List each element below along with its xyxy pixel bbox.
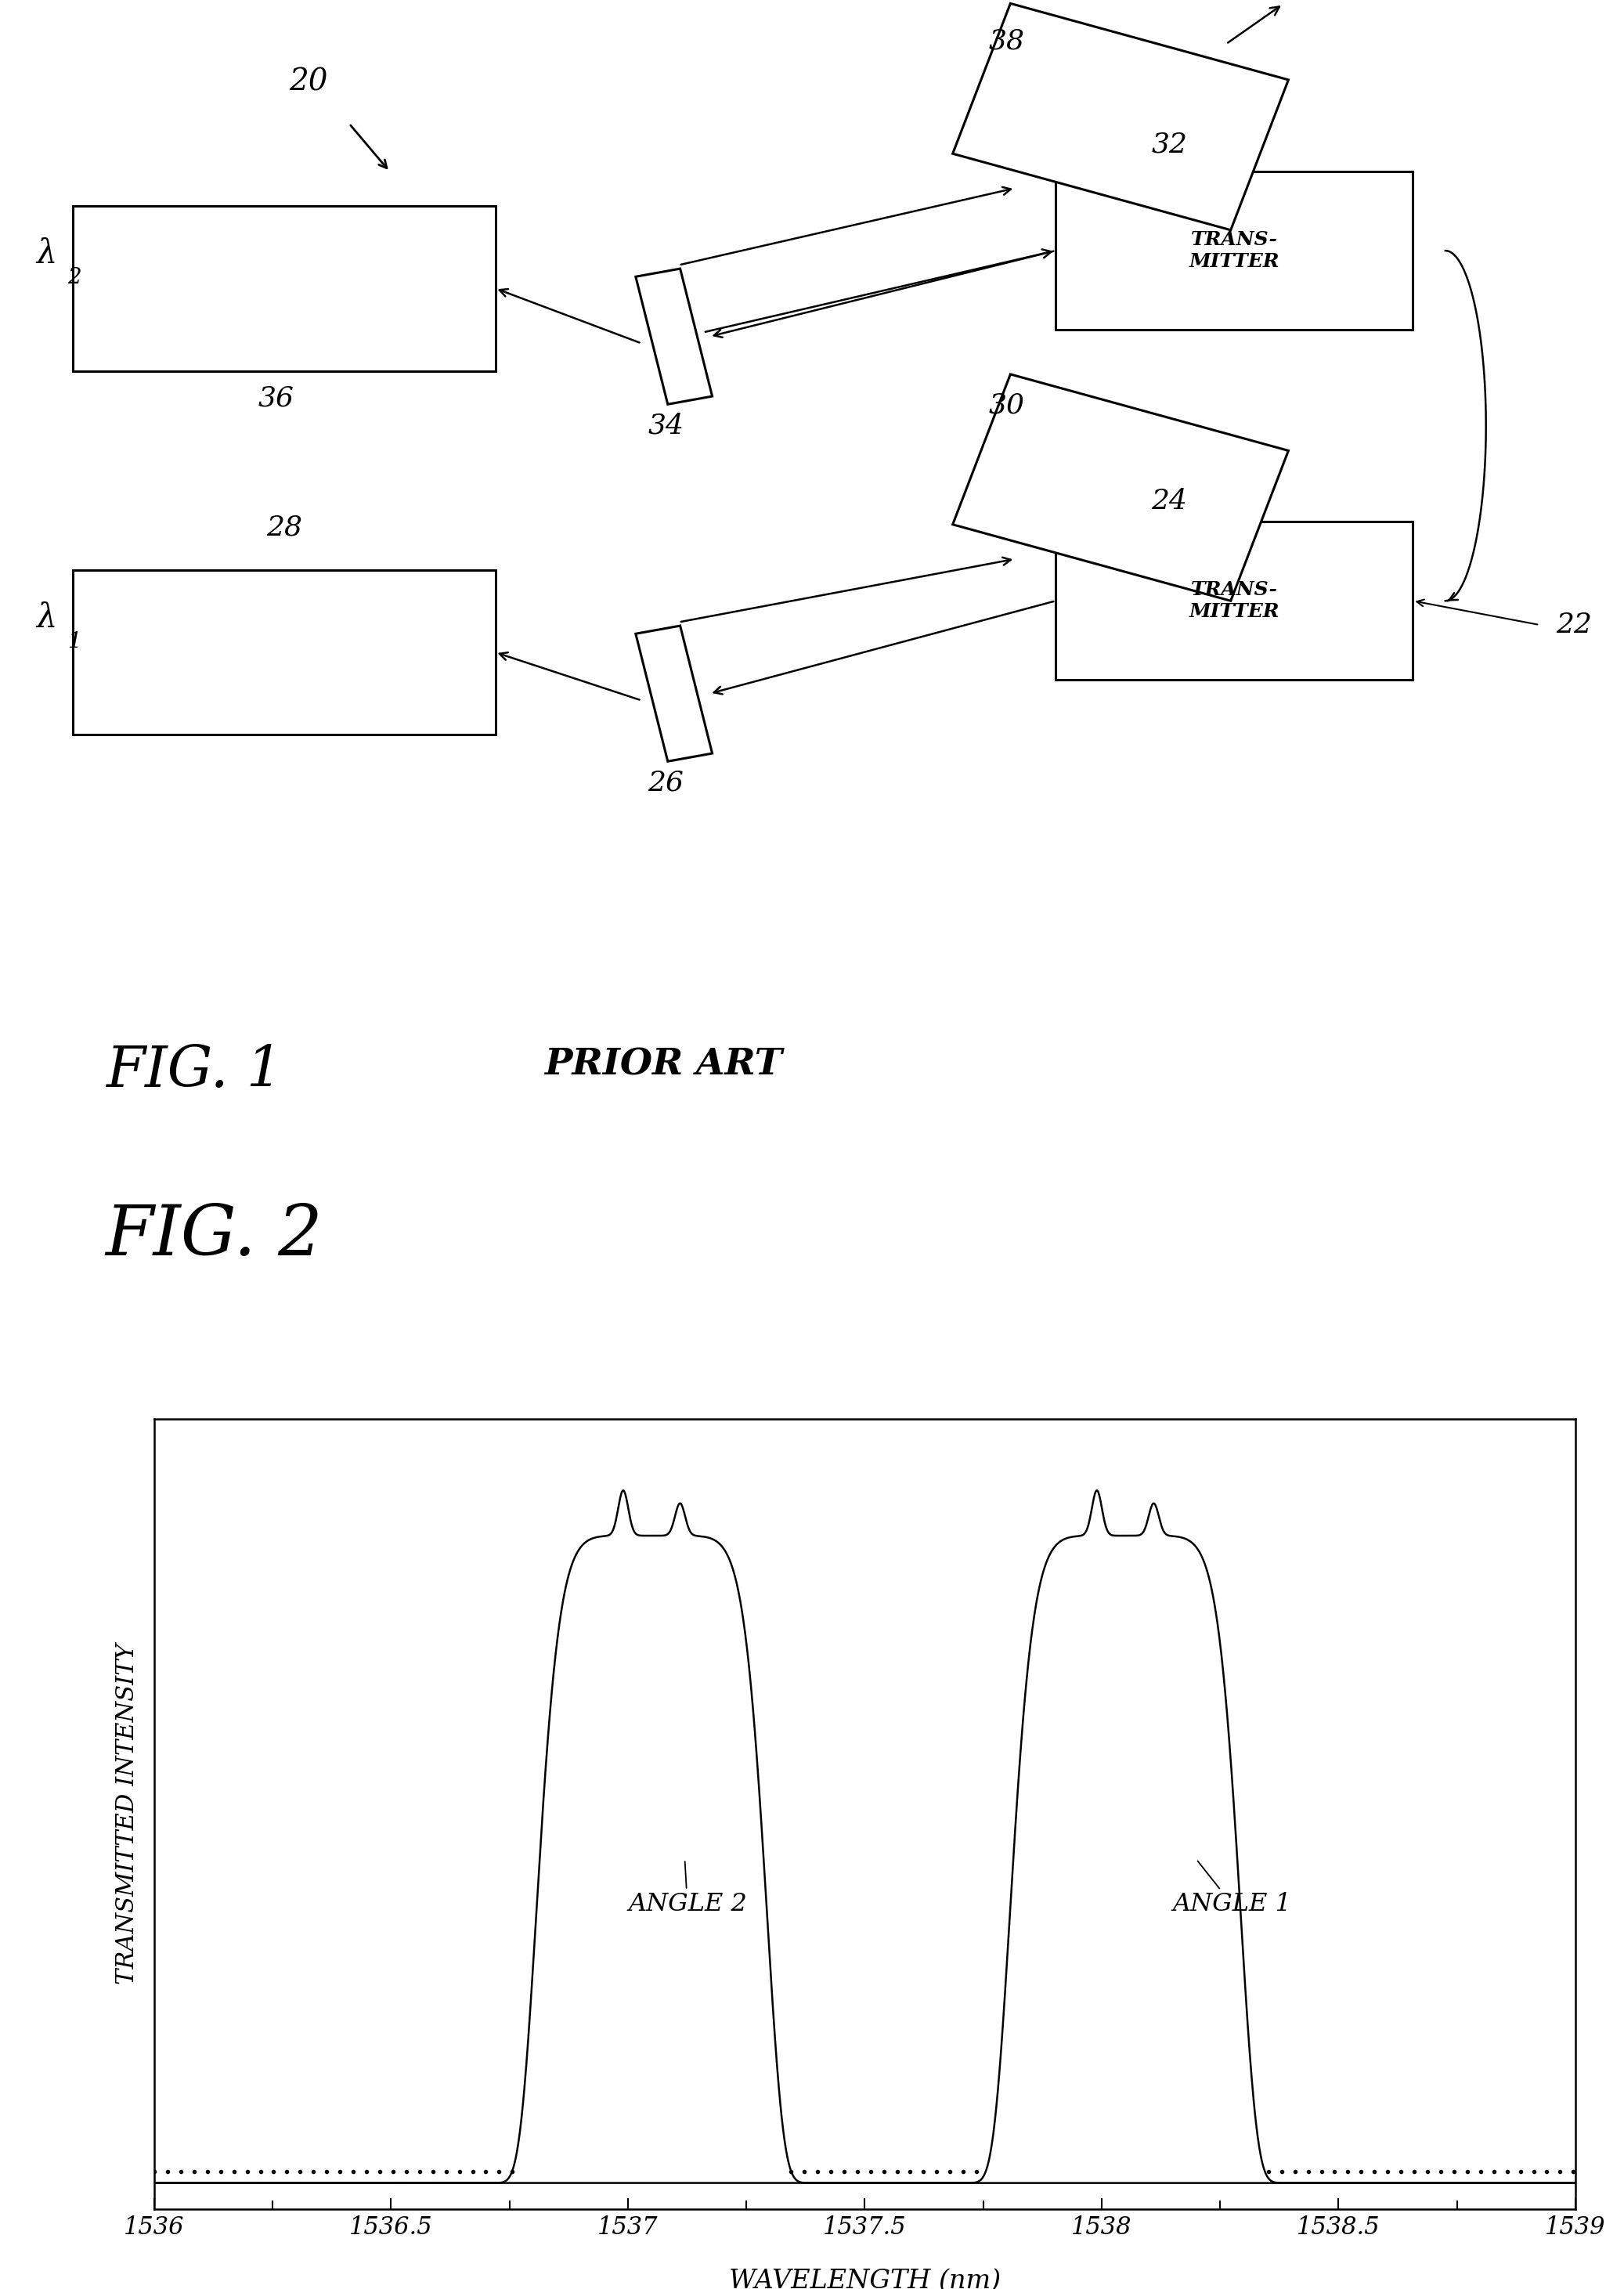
Text: 22: 22 — [1556, 611, 1592, 639]
Text: 24: 24 — [1151, 488, 1187, 515]
Text: WAVELENGTH (nm): WAVELENGTH (nm) — [729, 2268, 1000, 2289]
Text: TRANS-
MITTER: TRANS- MITTER — [1189, 581, 1280, 620]
Text: FIG. 2: FIG. 2 — [106, 1202, 323, 1270]
Text: 26: 26 — [648, 769, 684, 797]
Polygon shape — [953, 375, 1288, 600]
Bar — [1056, 172, 1413, 330]
Y-axis label: TRANSMITTED INTENSITY: TRANSMITTED INTENSITY — [115, 1644, 140, 1985]
Bar — [73, 206, 495, 371]
Text: 30: 30 — [989, 391, 1025, 419]
Text: ANGLE 1: ANGLE 1 — [1173, 1861, 1291, 1916]
Text: 32: 32 — [1151, 130, 1187, 158]
Text: PRIOR ART: PRIOR ART — [544, 1046, 783, 1083]
Text: 2: 2 — [68, 268, 81, 288]
Text: 34: 34 — [648, 412, 684, 439]
Text: FIG. 1: FIG. 1 — [106, 1044, 283, 1099]
Text: 1: 1 — [68, 632, 81, 652]
Text: ANGLE 2: ANGLE 2 — [628, 1861, 747, 1916]
Polygon shape — [635, 268, 713, 405]
Text: λ: λ — [36, 602, 57, 634]
Text: λ: λ — [36, 238, 57, 270]
Text: 36: 36 — [258, 385, 294, 412]
Text: 28: 28 — [266, 515, 302, 540]
Text: 20: 20 — [289, 69, 328, 96]
Polygon shape — [953, 5, 1288, 229]
Polygon shape — [635, 625, 713, 762]
Bar — [1056, 522, 1413, 680]
Bar — [73, 570, 495, 735]
Text: 38: 38 — [989, 27, 1025, 55]
Text: TRANS-
MITTER: TRANS- MITTER — [1189, 231, 1280, 270]
